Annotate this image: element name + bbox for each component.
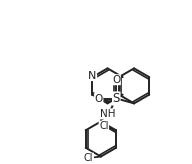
Text: Cl: Cl xyxy=(99,121,109,131)
Text: N: N xyxy=(88,71,97,81)
Text: S: S xyxy=(113,92,120,105)
Text: O: O xyxy=(95,93,103,103)
Text: NH: NH xyxy=(100,109,115,119)
Text: Cl: Cl xyxy=(84,153,94,163)
Text: O: O xyxy=(112,75,120,85)
